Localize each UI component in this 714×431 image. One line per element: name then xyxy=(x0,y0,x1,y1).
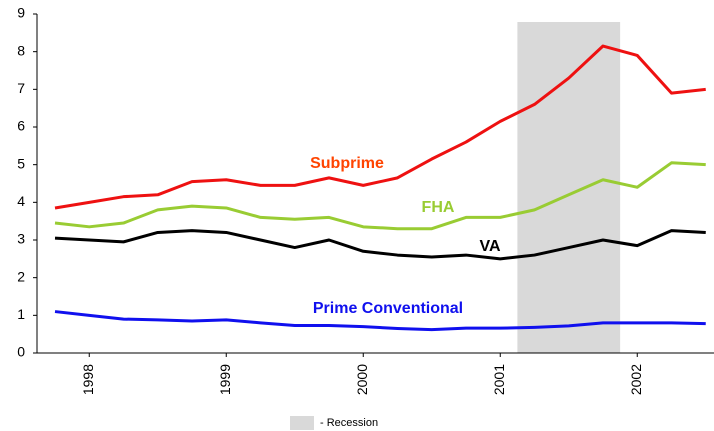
x-tick-label: 2000 xyxy=(354,364,370,395)
series-label: FHA xyxy=(422,199,455,216)
y-tick-label: 2 xyxy=(17,268,25,284)
legend-swatch xyxy=(290,416,314,430)
series-line xyxy=(54,229,706,261)
x-tick-label: 1998 xyxy=(80,364,96,395)
series-label: Prime Conventional xyxy=(313,300,463,317)
y-tick-label: 3 xyxy=(17,231,25,247)
y-tick-label: 9 xyxy=(17,5,25,21)
y-tick-label: 8 xyxy=(17,42,25,58)
series-line xyxy=(54,310,706,332)
y-tick-label: 7 xyxy=(17,80,25,96)
series-label: VA xyxy=(479,238,500,255)
y-tick-label: 0 xyxy=(17,344,25,360)
y-tick-label: 6 xyxy=(17,118,25,134)
series-label: Subprime xyxy=(310,155,384,172)
x-tick-label: 1999 xyxy=(217,364,233,395)
legend-label: - Recession xyxy=(320,417,378,429)
x-tick-label: 2001 xyxy=(491,364,507,395)
series-line xyxy=(54,44,706,210)
y-tick-label: 5 xyxy=(17,155,25,171)
recession-band xyxy=(517,22,621,353)
series-line xyxy=(54,161,706,231)
y-tick-label: 1 xyxy=(17,306,25,322)
x-tick-label: 2002 xyxy=(628,364,644,395)
y-tick-label: 4 xyxy=(17,193,25,209)
